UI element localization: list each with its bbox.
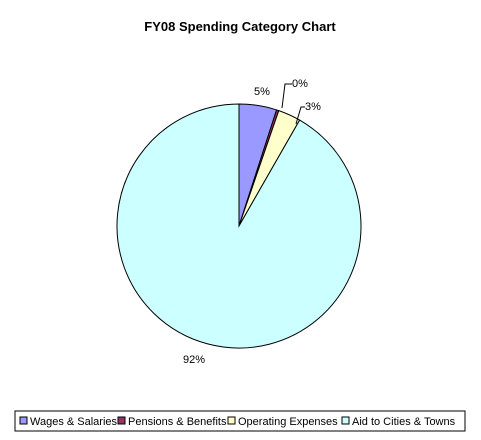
label-leader-line <box>295 106 305 125</box>
legend-label: Operating Expenses <box>238 416 338 428</box>
legend-label: Aid to Cities & Towns <box>352 416 456 428</box>
legend-box <box>14 410 466 432</box>
legend: Wages & Salaries Pensions & Benefits Opera… <box>14 410 466 432</box>
pie-chart <box>116 103 362 349</box>
legend-label: Wages & Salaries <box>30 416 118 428</box>
legend-label: Pensions & Benefits <box>128 416 227 428</box>
label-leader-line <box>281 83 292 109</box>
slice-label: 3% <box>305 101 321 113</box>
slice-label: 0% <box>292 78 308 90</box>
slice-label: 92% <box>183 354 205 366</box>
legend-swatch <box>341 416 350 425</box>
legend-swatch <box>227 416 236 425</box>
legend-swatch <box>19 416 28 425</box>
pie-slice-aid-to-cities-towns <box>116 103 362 349</box>
legend-swatch <box>117 416 126 425</box>
slice-label: 5% <box>254 86 270 98</box>
chart-title: FY08 Spending Category Chart <box>144 19 336 34</box>
slice-labels: 5% 0% 3% 92% <box>183 78 321 366</box>
